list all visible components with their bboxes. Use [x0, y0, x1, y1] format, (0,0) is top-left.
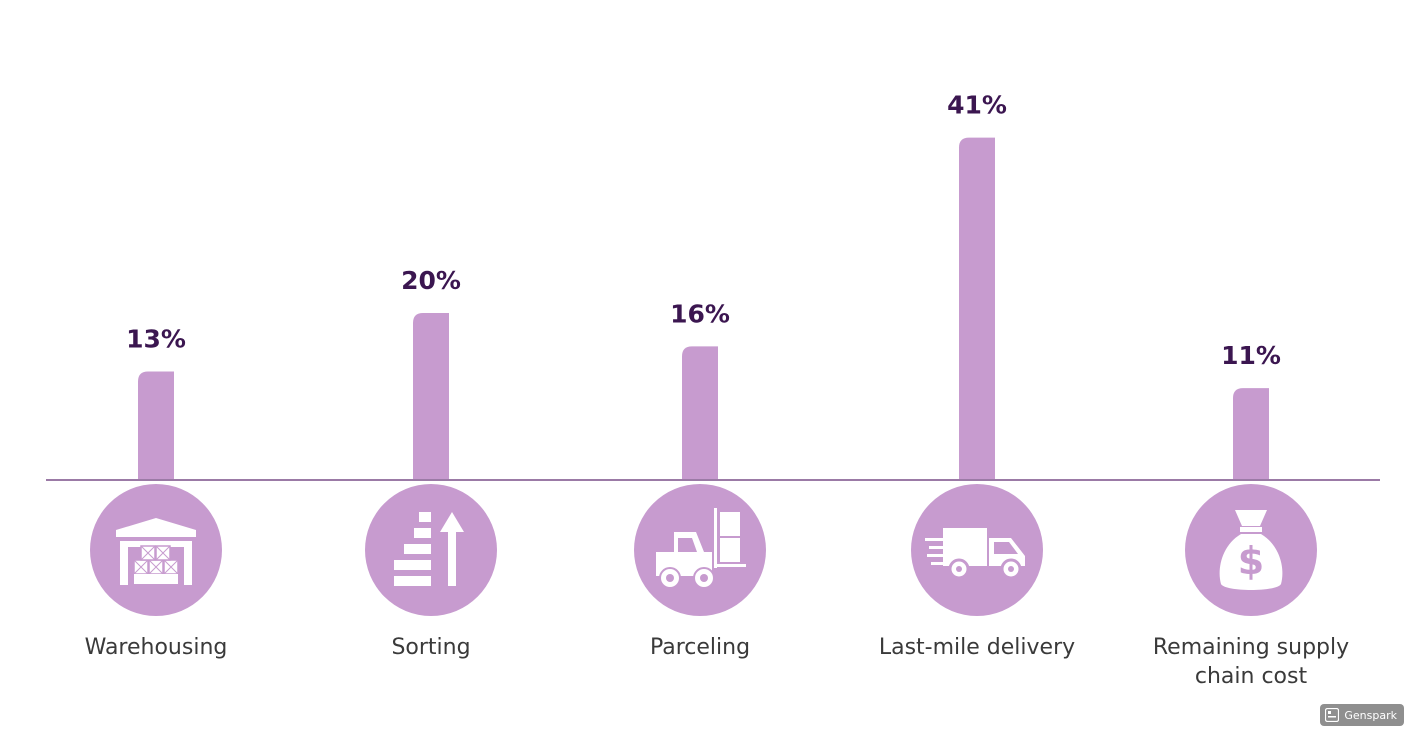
value-label: 16% [670, 299, 730, 328]
genspark-badge[interactable]: Genspark [1320, 704, 1404, 726]
sorting-icon [365, 484, 497, 616]
money-bag-icon: $ [1185, 484, 1317, 616]
value-label: 13% [126, 324, 186, 353]
bar [682, 346, 718, 480]
value-label: 11% [1221, 341, 1281, 370]
bar [1233, 388, 1269, 480]
value-label: 20% [401, 266, 461, 295]
category-label: Parceling [650, 635, 750, 660]
category-label: Remaining supply chain cost [1153, 635, 1349, 689]
bar [413, 313, 449, 480]
genspark-badge-label: Genspark [1344, 708, 1397, 722]
delivery-truck-icon [911, 484, 1043, 616]
value-label: 41% [947, 91, 1007, 120]
category-label: Sorting [391, 635, 470, 660]
category-label: Last-mile delivery [879, 635, 1075, 660]
genspark-logo-icon [1325, 708, 1340, 722]
forklift-icon [634, 484, 766, 616]
svg-text:$: $ [1238, 539, 1264, 583]
warehouse-icon [90, 484, 222, 616]
category-label: Warehousing [85, 635, 228, 660]
bar [959, 137, 995, 480]
bar [138, 371, 174, 480]
